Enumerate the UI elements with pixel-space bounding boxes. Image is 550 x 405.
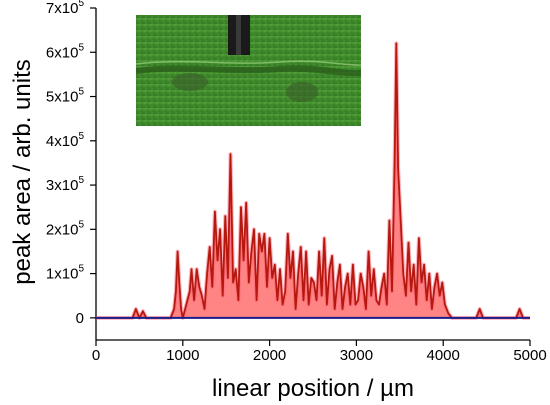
- y-tick-label: 5x105: [46, 87, 85, 106]
- y-tick-mantissa: 0: [76, 310, 84, 327]
- axis-ticks: 0 1000 2000 3000 4000 500001x1052x1053x1054x1…: [46, 0, 547, 364]
- y-tick-label: 0: [76, 310, 84, 327]
- y-tick-exponent: 5: [78, 87, 84, 98]
- x-tick-label: 1000: [166, 347, 199, 364]
- y-tick-label: 6x105: [46, 42, 85, 61]
- data-series: [96, 41, 530, 320]
- inset-photo: [135, 15, 362, 126]
- x-tick-label: 2000: [253, 347, 286, 364]
- y-tick-mantissa: 4x10: [46, 133, 79, 150]
- y-tick-mantissa: 2x10: [46, 221, 79, 238]
- x-tick-label: 4000: [427, 347, 460, 364]
- y-axis-title: peak area / arb. units: [9, 59, 36, 284]
- plot-frame: [95, 8, 530, 341]
- y-tick-label: 7x105: [46, 0, 85, 17]
- y-tick-mantissa: 5x10: [46, 89, 79, 106]
- y-tick-mantissa: 7x10: [46, 0, 79, 17]
- y-tick-label: 2x105: [46, 219, 85, 238]
- y-tick-exponent: 5: [78, 264, 84, 275]
- x-tick-label: 3000: [340, 347, 373, 364]
- peak-area-line: [96, 42, 530, 319]
- y-tick-exponent: 5: [78, 131, 84, 142]
- y-tick-mantissa: 6x10: [46, 44, 79, 61]
- x-tick-label: 5000: [513, 347, 546, 364]
- inset-spot-right: [286, 82, 318, 102]
- x-axis-title: linear position / µm: [212, 375, 414, 402]
- y-tick-exponent: 5: [78, 175, 84, 186]
- y-tick-exponent: 5: [78, 0, 84, 9]
- inset-spot-left: [172, 73, 208, 91]
- inset-groove: [136, 65, 361, 77]
- y-tick-label: 3x105: [46, 175, 85, 194]
- y-tick-label: 4x105: [46, 131, 85, 150]
- y-tick-mantissa: 1x10: [46, 266, 79, 283]
- y-tick-label: 1x105: [46, 264, 85, 283]
- y-tick-exponent: 5: [78, 219, 84, 230]
- inset-cable-highlight: [236, 15, 241, 55]
- inset-edge-highlight: [135, 60, 362, 66]
- x-tick-label: 0: [92, 347, 100, 364]
- y-tick-mantissa: 3x10: [46, 177, 79, 194]
- y-tick-exponent: 5: [78, 42, 84, 53]
